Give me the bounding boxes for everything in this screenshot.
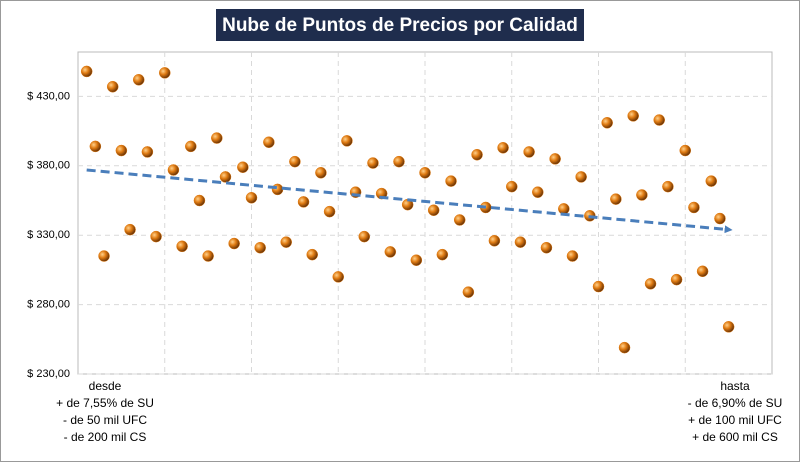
- point: [263, 136, 275, 148]
- point: [254, 241, 266, 254]
- point: [115, 144, 128, 157]
- point: [211, 132, 223, 144]
- point: [384, 246, 397, 258]
- point: [245, 191, 258, 204]
- annotation: - de 50 mil UFC: [63, 413, 147, 427]
- point: [323, 205, 336, 218]
- annotation: - de 200 mil CS: [64, 430, 147, 444]
- point: [367, 157, 379, 169]
- point: [89, 140, 102, 153]
- point: [445, 175, 457, 187]
- trendline: [86, 168, 733, 234]
- point: [124, 223, 136, 236]
- y-tick-label: $ 430,00: [27, 90, 70, 102]
- point: [271, 183, 284, 196]
- point: [566, 250, 579, 262]
- chart-title: Nube de Puntos de Precios por Calidad: [222, 15, 578, 36]
- point: [167, 164, 180, 176]
- point: [436, 248, 449, 261]
- point: [132, 74, 145, 86]
- point: [601, 117, 613, 129]
- point: [610, 193, 622, 205]
- point: [488, 235, 501, 247]
- point: [332, 271, 344, 283]
- point: [228, 237, 240, 250]
- point: [297, 196, 310, 208]
- point: [636, 189, 648, 201]
- annotation: desde: [89, 379, 122, 393]
- point: [670, 273, 683, 286]
- point: [627, 110, 639, 122]
- annotation: + de 600 mil CS: [692, 430, 778, 444]
- y-tick-label: $ 380,00: [27, 160, 70, 172]
- point: [532, 186, 544, 198]
- point: [410, 254, 423, 266]
- point: [280, 236, 292, 248]
- annotation: - de 6,90% de SU: [688, 396, 783, 410]
- point: [453, 214, 466, 226]
- point: [592, 280, 605, 293]
- point: [80, 65, 93, 78]
- y-tick-label: $ 330,00: [27, 229, 70, 241]
- point: [575, 171, 587, 183]
- point: [106, 80, 119, 93]
- point: [98, 250, 110, 262]
- point: [558, 203, 570, 215]
- point: [653, 114, 665, 126]
- y-tick-label: $ 280,00: [27, 299, 70, 311]
- point: [219, 171, 232, 183]
- point: [514, 236, 527, 248]
- point: [185, 140, 197, 153]
- point: [419, 167, 431, 179]
- point: [159, 67, 171, 79]
- point: [679, 144, 691, 157]
- annotation: + de 100 mil UFC: [688, 413, 782, 427]
- point: [549, 153, 561, 165]
- point: [714, 212, 726, 225]
- point: [237, 161, 249, 173]
- point: [306, 248, 318, 261]
- point: [358, 230, 371, 243]
- point: [315, 167, 327, 179]
- point: [618, 341, 631, 354]
- point: [722, 321, 735, 333]
- point: [471, 148, 483, 161]
- point: [462, 286, 475, 298]
- point: [341, 135, 353, 147]
- point: [202, 250, 214, 262]
- point: [497, 142, 509, 154]
- point: [150, 230, 162, 243]
- y-tick-label: $ 230,00: [27, 368, 70, 380]
- point: [540, 241, 553, 254]
- annotation: + de 7,55% de SU: [56, 396, 154, 410]
- point: [193, 194, 206, 207]
- point: [289, 155, 301, 168]
- point: [705, 175, 718, 187]
- point: [644, 278, 657, 290]
- point: [176, 240, 188, 253]
- point: [506, 180, 518, 193]
- title-box: [216, 9, 584, 41]
- point: [662, 180, 674, 193]
- annotation: hasta: [720, 379, 750, 393]
- point: [427, 204, 440, 216]
- point: [141, 146, 154, 158]
- point: [696, 265, 709, 278]
- point: [688, 201, 700, 214]
- point: [393, 155, 405, 168]
- point: [523, 146, 535, 158]
